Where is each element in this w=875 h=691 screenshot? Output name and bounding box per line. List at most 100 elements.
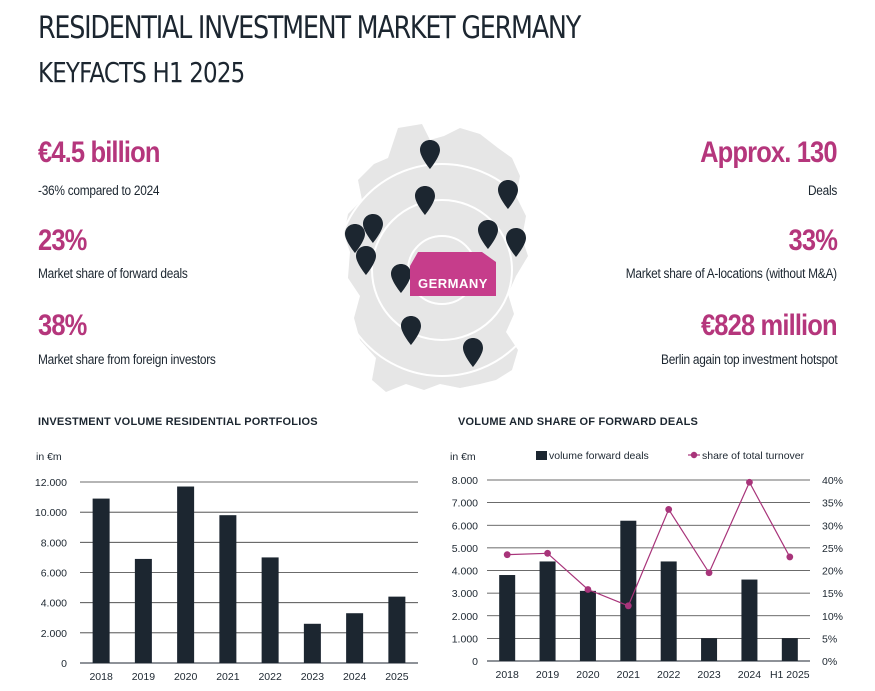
chart1-xtick-label: 2020 — [174, 671, 198, 683]
location-pin-icon — [420, 140, 440, 169]
chart2-ytick-label: 2.000 — [452, 611, 478, 623]
forward-deals-chart: in €m volume forward deals share of total … — [450, 450, 843, 681]
chart2-title: VOLUME AND SHARE OF FORWARD DEALS — [458, 416, 699, 428]
chart1-bar — [177, 486, 195, 663]
page-title: RESIDENTIAL INVESTMENT MARKET GERMANY — [38, 10, 581, 46]
chart2-y2tick-label: 0% — [822, 656, 837, 668]
chart2-ytick-label: 4.000 — [452, 566, 478, 578]
location-pin-icon — [463, 338, 483, 367]
chart1-bar — [303, 623, 321, 663]
location-pin-icon — [363, 214, 383, 243]
chart2-xtick-label: 2022 — [657, 669, 681, 681]
investment-volume-chart: in €m 0 2.000 4.000 6.000 8.000 10.000 12.000 20… — [35, 451, 418, 683]
chart2-bar — [539, 561, 556, 661]
chart2-bar — [781, 638, 798, 661]
chart2-y2tick-label: 30% — [822, 520, 843, 532]
chart1-xtick-label: 2018 — [89, 671, 113, 683]
chart2-ytick-label: 5.000 — [452, 543, 478, 555]
chart2-bar — [499, 575, 516, 661]
chart2-xtick-label: 2019 — [536, 669, 560, 681]
germany-badge-label: GERMANY — [418, 276, 488, 291]
legend-bar-swatch — [536, 451, 547, 460]
chart1-xtick-label: 2021 — [216, 671, 240, 683]
map-pins — [345, 140, 526, 367]
chart2-y2tick-label: 10% — [822, 611, 843, 623]
keyfact-deals-value: Approx. 130 — [700, 136, 837, 169]
location-pin-icon — [506, 228, 526, 257]
chart1-xtick-label: 2022 — [258, 671, 282, 683]
location-pin-icon — [391, 264, 411, 293]
chart2-bar — [741, 579, 758, 661]
chart1-ylabel: in €m — [36, 451, 62, 463]
chart2-y2tick-label: 5% — [822, 633, 837, 645]
chart2-y2tick-label: 40% — [822, 475, 843, 487]
chart2-bar — [579, 590, 596, 661]
chart2-xtick-label: 2024 — [738, 669, 762, 681]
chart2-ytick-label: 0 — [472, 656, 478, 668]
location-pin-icon — [478, 220, 498, 249]
chart2-xtick-label: 2021 — [617, 669, 641, 681]
keyfact-berlin-label: Berlin again top investment hotspot — [660, 352, 838, 367]
chart1-bar — [219, 515, 237, 663]
chart2-share-point — [786, 553, 794, 561]
chart1-xtick-label: 2023 — [301, 671, 325, 683]
chart2-y2tick-label: 35% — [822, 498, 843, 510]
chart2-share-point — [746, 478, 753, 486]
chart2-share-point — [544, 549, 551, 557]
location-pin-icon — [498, 180, 518, 209]
chart2-share-point — [705, 569, 713, 577]
keyfact-deals-label: Deals — [807, 183, 837, 198]
location-pin-icon — [356, 246, 376, 275]
chart1-bar — [134, 558, 152, 663]
keyfact-alocations-label: Market share of A-locations (without M&A… — [625, 266, 837, 281]
keyfact-forward-label: Market share of forward deals — [38, 266, 188, 281]
keyfact-volume-value: €4.5 billion — [38, 136, 160, 169]
chart2-share-point — [584, 586, 592, 593]
page-subtitle: KEYFACTS H1 2025 — [38, 56, 245, 89]
chart1-ytick-label: 10.000 — [35, 507, 67, 519]
chart1-bar — [261, 557, 279, 663]
chart1-ytick-label: 4.000 — [41, 598, 67, 610]
chart2-ytick-label: 3.000 — [452, 588, 478, 600]
chart2-ylabel: in €m — [450, 451, 476, 463]
chart1-ytick-label: 6.000 — [41, 568, 67, 580]
location-pin-icon — [401, 316, 421, 345]
chart1-bar — [346, 613, 364, 663]
keyfact-alocations-value: 33% — [788, 224, 838, 257]
chart2-bar — [660, 561, 677, 661]
legend-bar-label: volume forward deals — [549, 450, 649, 462]
chart2-xtick-label: 2018 — [496, 669, 520, 681]
chart1-xtick-label: 2025 — [385, 671, 409, 683]
keyfact-volume-label: -36% compared to 2024 — [38, 183, 160, 198]
chart2-ytick-label: 6.000 — [452, 520, 478, 532]
chart1-xtick-label: 2019 — [132, 671, 156, 683]
chart2-bar — [701, 638, 718, 661]
keyfact-forward-value: 23% — [38, 224, 87, 257]
location-pin-icon — [345, 224, 365, 253]
chart2-xtick-label: 2023 — [697, 669, 721, 681]
chart2-xtick-label: 2020 — [576, 669, 600, 681]
keyfact-foreign-value: 38% — [38, 309, 87, 342]
legend-line-marker — [690, 451, 698, 459]
chart2-y2tick-label: 25% — [822, 543, 843, 555]
chart1-ytick-label: 2.000 — [41, 628, 67, 640]
chart1-ytick-label: 0 — [61, 658, 67, 670]
chart2-xtick-label: H1 2025 — [770, 669, 810, 681]
chart2-ytick-label: 8.000 — [452, 475, 478, 487]
chart1-bar — [388, 596, 406, 663]
chart2-y2tick-label: 20% — [822, 566, 843, 578]
keyfact-berlin-value: €828 million — [701, 309, 838, 342]
legend-line-label: share of total turnover — [702, 450, 805, 462]
germany-badge: GERMANY — [410, 252, 496, 296]
chart2-share-point — [665, 506, 673, 513]
chart2-ytick-label: 1.000 — [452, 633, 478, 645]
chart2-share-line — [507, 480, 791, 607]
chart2-bar — [620, 520, 637, 661]
chart1-bar — [92, 498, 110, 663]
chart2-y2tick-label: 15% — [822, 588, 843, 600]
chart1-ytick-label: 8.000 — [41, 537, 67, 549]
location-pin-icon — [415, 186, 435, 215]
chart2-share-point — [624, 602, 632, 610]
germany-map: GERMANY — [335, 124, 549, 392]
chart1-ytick-label: 12.000 — [35, 477, 67, 489]
